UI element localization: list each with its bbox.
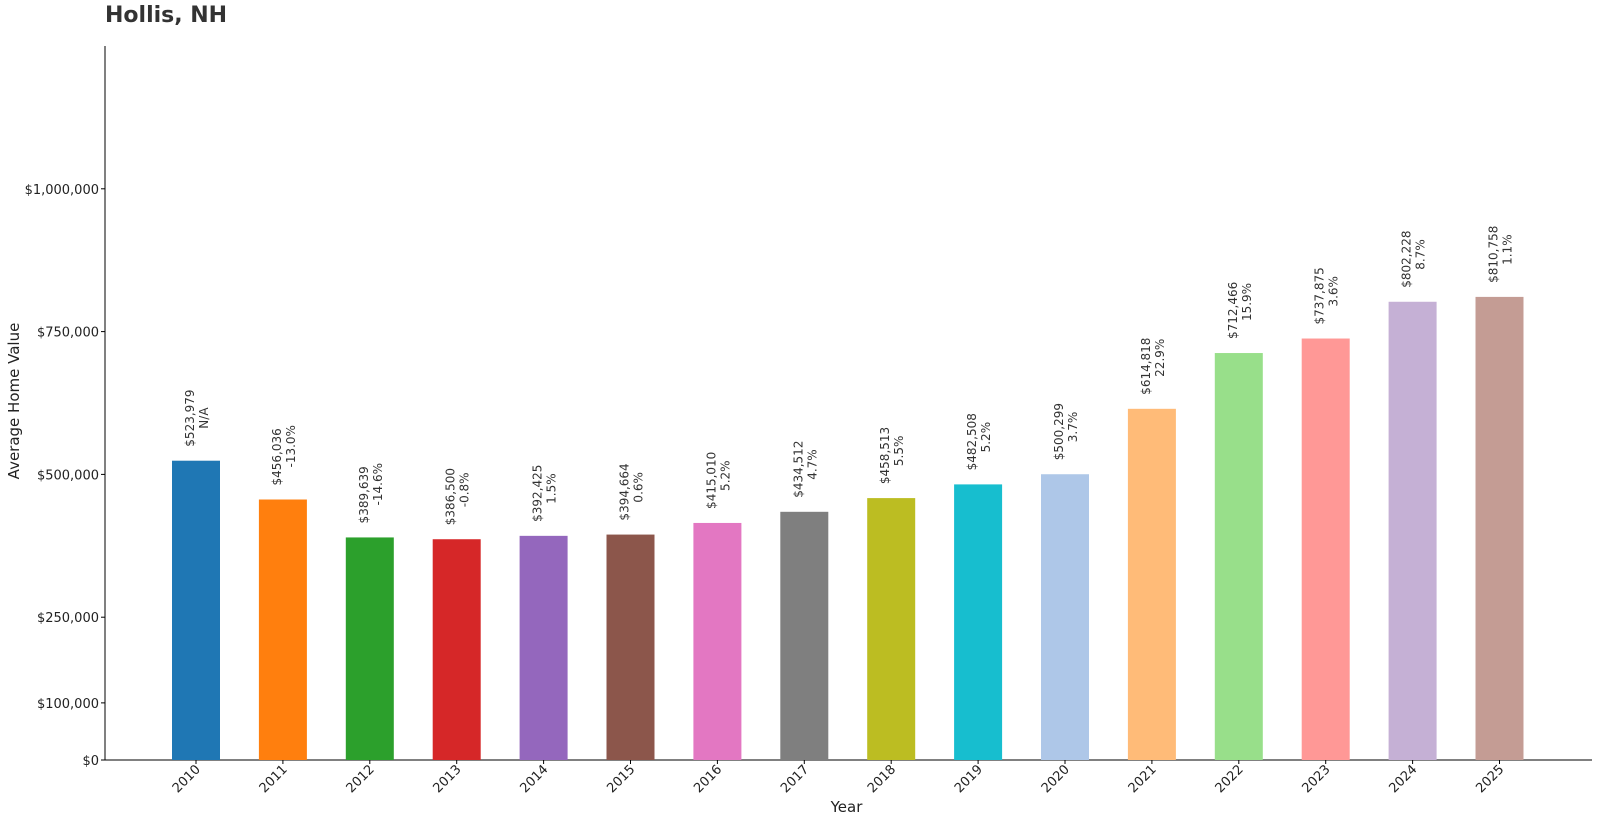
bar	[432, 539, 481, 760]
x-tick-label: 2016	[691, 762, 725, 796]
x-tick-label: 2022	[1213, 762, 1247, 796]
bar	[1041, 474, 1089, 760]
bar-change-label: 5.5%	[892, 436, 906, 467]
x-tick-label: 2021	[1126, 762, 1160, 796]
bar	[954, 484, 1003, 760]
bar-value-label: $523,979	[183, 389, 197, 446]
bars	[172, 296, 1524, 760]
x-tick-label: 2011	[257, 762, 291, 796]
bar	[172, 460, 220, 760]
bar-value-label: $386,500	[444, 468, 458, 525]
bar-value-label: $482,508	[965, 413, 979, 470]
y-tick-label: $0	[82, 754, 99, 769]
x-tick-label: 2024	[1386, 762, 1420, 796]
axes	[104, 46, 1592, 761]
x-tick-label: 2013	[431, 762, 465, 796]
x-tick-label: 2019	[952, 762, 986, 796]
bar-value-label: $737,875	[1313, 267, 1327, 324]
bar-change-label: 1.5%	[545, 473, 559, 504]
bar-change-label: N/A	[197, 407, 211, 429]
bar	[693, 522, 742, 760]
bar-change-label: -14.6%	[371, 463, 385, 505]
bar	[345, 537, 394, 760]
y-tick-label: $250,000	[37, 611, 99, 626]
chart-title: Hollis, NH	[105, 3, 228, 28]
y-tick-label: $100,000	[37, 697, 99, 712]
bar-change-label: 4.7%	[805, 449, 819, 480]
bar-change-label: -13.0%	[284, 425, 298, 467]
bar-value-label: $394,664	[618, 463, 632, 520]
bar-value-label: $415,010	[704, 452, 718, 509]
bar	[606, 534, 655, 760]
bar-change-label: 15.9%	[1240, 283, 1254, 321]
y-axis-label: Average Home Value	[5, 323, 23, 480]
bar-value-label: $712,466	[1226, 282, 1240, 339]
x-tick-label: 2018	[865, 762, 899, 796]
x-tick-label: 2020	[1039, 762, 1073, 796]
bar-change-label: 8.7%	[1414, 239, 1428, 270]
y-tick-label: $500,000	[37, 468, 99, 483]
bar-change-label: 1.1%	[1501, 234, 1515, 265]
bar-change-label: 3.6%	[1327, 276, 1341, 307]
bar	[1475, 296, 1524, 760]
y-tick-label: $750,000	[37, 326, 99, 341]
x-tick-label: 2015	[604, 762, 638, 796]
x-tick-label: 2025	[1473, 762, 1507, 796]
bar-value-label: $389,639	[357, 466, 371, 523]
x-tick-label: 2023	[1300, 762, 1334, 796]
bar-value-label: $434,512	[791, 441, 805, 498]
bar-change-label: 3.7%	[1066, 412, 1080, 443]
bar-change-label: 5.2%	[979, 422, 993, 453]
bar	[867, 498, 916, 760]
bar	[1127, 408, 1176, 760]
bar-value-label: $458,513	[878, 427, 892, 484]
bar	[1214, 353, 1263, 760]
bar	[519, 535, 568, 760]
bar-change-label: -0.8%	[458, 472, 472, 507]
bar-change-label: 0.6%	[632, 472, 646, 503]
x-tick-label: 2012	[344, 762, 378, 796]
bar-value-label: $392,425	[531, 465, 545, 522]
x-tick-label: 2010	[170, 762, 204, 796]
bar-change-label: 22.9%	[1153, 339, 1167, 377]
bar-value-label: $456,036	[270, 428, 284, 485]
bar	[258, 499, 307, 760]
x-tick-label: 2017	[778, 762, 812, 796]
y-tick-label: $1,000,000	[25, 183, 99, 198]
bar-change-label: 5.2%	[718, 460, 732, 491]
bar	[780, 511, 829, 760]
x-axis-label: Year	[830, 798, 864, 816]
bar	[1301, 338, 1350, 760]
bar-value-label: $810,758	[1487, 226, 1501, 283]
bar	[1388, 301, 1437, 760]
x-tick-label: 2014	[517, 762, 551, 796]
bar-value-label: $500,299	[1052, 403, 1066, 460]
bar-value-label: $802,228	[1400, 231, 1414, 288]
bar-labels: $523,979 N/A $456,036 -13.0% $389,639 -14.6% $…	[183, 226, 1515, 526]
ticks: $0 $100,000 $250,000 $500,000 $750,000 $1,000…	[25, 183, 1508, 796]
bar-value-label: $614,818	[1139, 338, 1153, 395]
